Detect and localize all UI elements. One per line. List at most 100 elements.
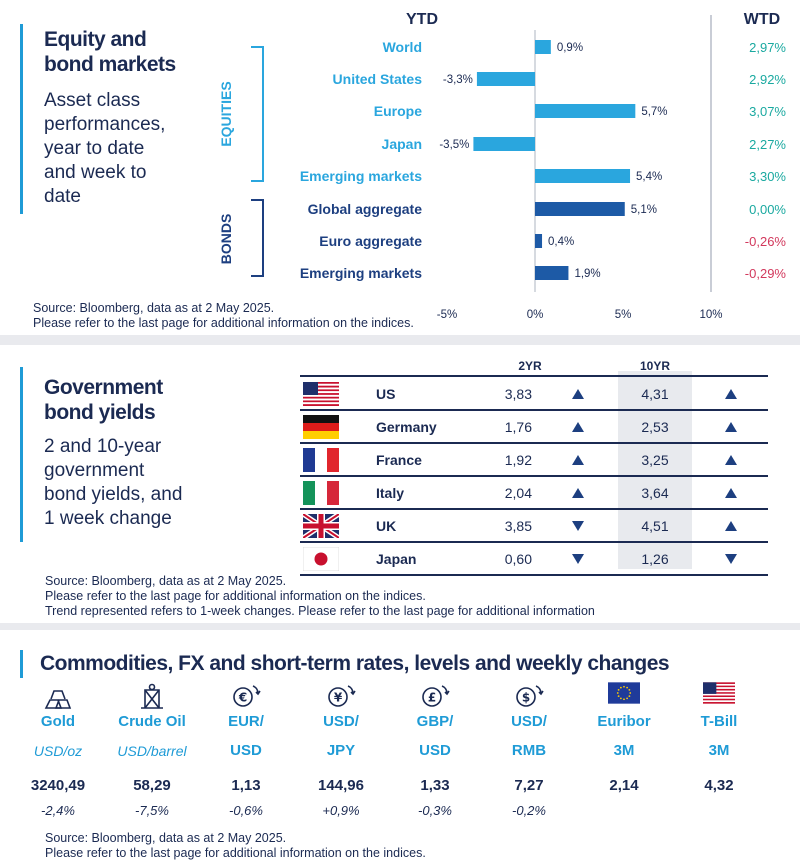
wtd-label-7: -0,29% (745, 266, 787, 281)
commodity-name: USD/ (511, 713, 547, 730)
svg-text:$: $ (522, 691, 530, 705)
source-note-2: Please refer to the last page for additi… (45, 589, 426, 603)
uk-flag-icon (301, 511, 341, 543)
equities-group-label: EQUITIES (218, 81, 234, 146)
row-rule (300, 574, 768, 576)
commodity-unit: RMB (511, 742, 547, 759)
oil-pump-icon (102, 682, 202, 710)
trend-down-icon (571, 552, 585, 570)
commodity-value: 7,27 (514, 777, 544, 794)
trend-up-icon (724, 387, 738, 405)
category-label-7: Emerging markets (300, 265, 422, 281)
source-note-1: Source: Bloomberg, data as at 2 May 2025… (45, 831, 287, 845)
panel-title: Commodities, FX and short-term rates, le… (40, 652, 670, 675)
bar-3 (473, 137, 535, 151)
panel-title-line2: bond yields (44, 401, 156, 424)
commodity-name: EUR/ (228, 713, 264, 730)
x-tick-label-3: 10% (699, 309, 722, 321)
svg-text:£: £ (428, 691, 436, 705)
commodity-value: 58,29 (133, 777, 171, 794)
bar-6 (535, 234, 543, 248)
commodity-unit: USD (419, 742, 451, 759)
category-label-0: World (383, 39, 422, 55)
row-rule (300, 442, 768, 444)
commodity-name: Gold (40, 713, 76, 730)
bar-4 (535, 169, 631, 183)
category-label-4: Emerging markets (300, 168, 422, 184)
yield-2yr: 3,83 (504, 386, 532, 402)
ytd-bar-chart: YTD WTD EQUITIES BONDS World 0,9% 2,97% Uni… (218, 11, 787, 321)
trend-up-icon (724, 519, 738, 537)
yield-2yr: 3,85 (504, 518, 532, 534)
commodity-item: £ GBP/USD 1,33 -0,3% (385, 682, 485, 820)
wtd-header: WTD (744, 11, 780, 28)
commodity-change: -7,5% (135, 803, 169, 818)
x-tick-label-0: -5% (437, 309, 457, 321)
commodity-value: 4,32 (704, 777, 734, 794)
commodity-item: T-Bill 3M 4,32 (669, 682, 769, 802)
source-note-3: Trend represented refers to 1-week chang… (45, 604, 595, 618)
commodity-unit: USD/barrel (117, 743, 187, 759)
commodity-unit: JPY (326, 742, 356, 759)
yield-10yr: 4,51 (641, 518, 669, 534)
yield-2yr: 1,76 (504, 419, 532, 435)
value-label-7: 1,9% (574, 268, 600, 280)
wtd-label-6: -0,26% (745, 234, 787, 249)
country-name: France (376, 452, 422, 468)
commodity-name: USD/ (323, 713, 359, 730)
yield-10yr: 3,64 (641, 485, 669, 501)
yield-2yr: 1,92 (504, 452, 532, 468)
wtd-label-2: 3,07% (749, 104, 786, 119)
category-label-6: Euro aggregate (319, 233, 422, 249)
value-label-1: -3,3% (443, 74, 473, 86)
commodity-name: Euribor (597, 713, 651, 730)
ytd-header: YTD (406, 11, 438, 28)
commodity-change: -0,3% (418, 803, 452, 818)
bar-1 (476, 72, 535, 86)
bar-5 (535, 202, 625, 216)
euro-exchange-icon: € (196, 682, 296, 710)
country-name: US (376, 386, 396, 402)
panel-title-line2: bond markets (44, 53, 176, 76)
table-top-rule (300, 375, 768, 377)
commodity-unit: 3M (613, 742, 635, 759)
trend-down-icon (571, 519, 585, 537)
us-flag-icon (669, 682, 769, 710)
bonds-group-label: BONDS (218, 214, 234, 265)
row-rule (300, 409, 768, 411)
equity-bond-panel: Equity and bond markets Asset class perf… (0, 0, 800, 335)
svg-text:€: € (238, 691, 247, 705)
commodity-item: $ USD/RMB 7,27 -0,2% (479, 682, 579, 820)
table-row: France 1,92 3,25 (300, 444, 768, 477)
col-header-10yr: 10YR (639, 359, 671, 373)
country-name: Italy (376, 485, 405, 501)
commodity-change: -0,6% (229, 803, 263, 818)
commodity-unit: 3M (708, 742, 730, 759)
yield-10yr: 2,53 (641, 419, 669, 435)
axis-ticks: -5% 0% 5% 10% (437, 309, 723, 321)
dollar-yen-exchange-icon: ¥ (291, 682, 391, 710)
country-name: UK (376, 518, 397, 534)
svg-text:¥: ¥ (334, 691, 343, 705)
commodity-change: -2,4% (41, 803, 75, 818)
accent-line (20, 24, 23, 214)
row-rule (300, 508, 768, 510)
commodity-item: ¥ USD/JPY 144,96 +0,9% (291, 682, 391, 820)
bar-0 (535, 40, 551, 54)
pound-exchange-icon: £ (385, 682, 485, 710)
yield-10yr: 4,31 (641, 386, 669, 402)
bar-2 (535, 104, 636, 118)
value-label-5: 5,1% (631, 204, 657, 216)
commodity-name: Crude Oil (118, 713, 186, 730)
accent-line (20, 650, 23, 678)
commodity-item: Euribor 3M 2,14 (574, 682, 674, 802)
commodity-change: +0,9% (322, 803, 360, 818)
wtd-label-1: 2,92% (749, 72, 786, 87)
commodity-value: 144,96 (318, 777, 364, 794)
commodity-value: 1,13 (231, 777, 261, 794)
trend-up-icon (571, 486, 585, 504)
commodity-value: 1,33 (420, 777, 450, 794)
commodity-name: GBP/ (416, 713, 454, 730)
dollar-yuan-exchange-icon: $ (479, 682, 579, 710)
value-label-3: -3,5% (439, 139, 469, 151)
